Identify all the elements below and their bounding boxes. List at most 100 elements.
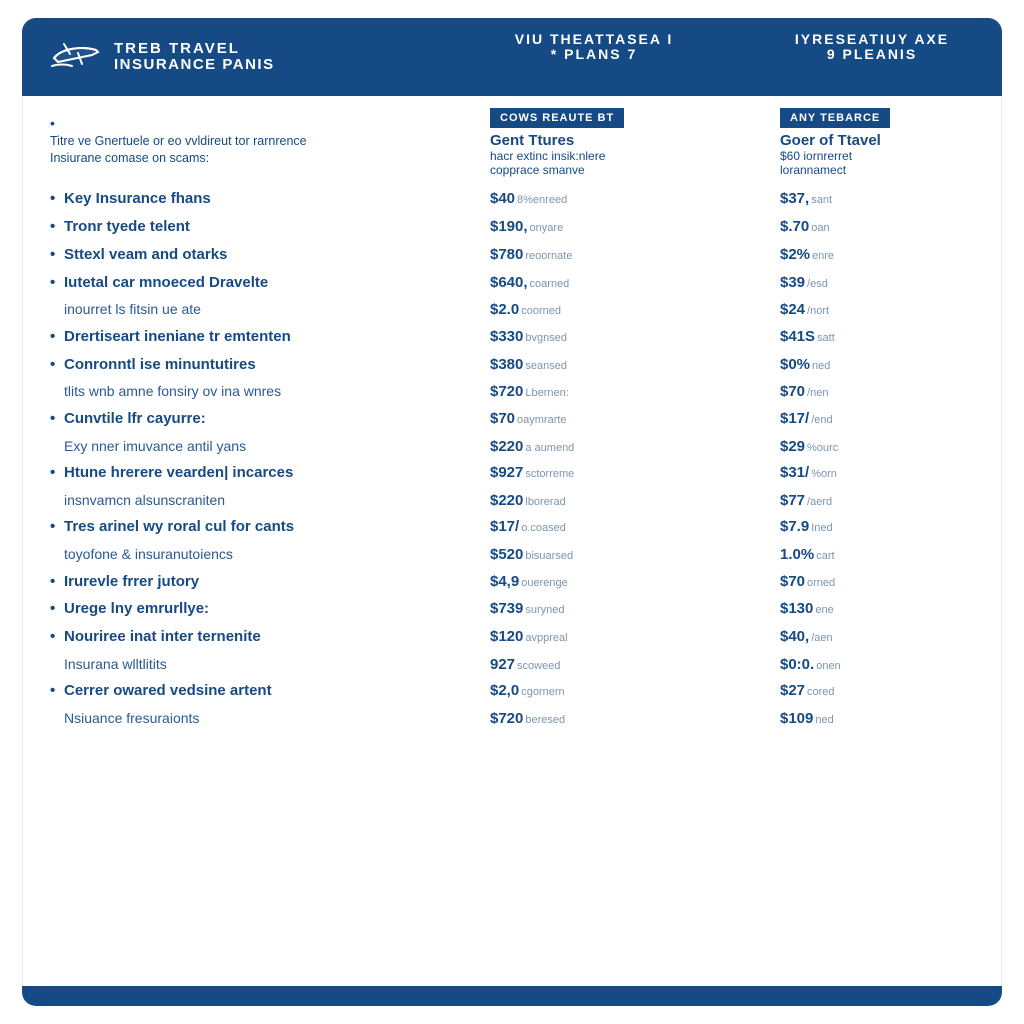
row-label: • Key Insurance fhans: [50, 190, 480, 209]
row-value-plan1: $220a aumend: [480, 438, 740, 455]
row-label: Exy nner imuvance antil yans: [50, 438, 480, 456]
table-row: inourret ls fitsin ue ate$2.0coorned$24/…: [50, 297, 974, 324]
row-value-plan1: $380seansed: [480, 356, 740, 373]
row-value-plan2: $7.9Ined: [740, 518, 974, 535]
table-row: • Conronntl ise minuntutires$380seansed$…: [50, 351, 974, 379]
header-col-mid-l2: * PLANS 7: [494, 47, 694, 62]
row-value-plan1: $220lborerad: [480, 492, 740, 509]
plan-right-title: Goer of Ttavel: [780, 132, 974, 149]
intro-line1: Titre ve Gnertuele or eo vvldireut tor r…: [50, 134, 307, 148]
table-row: • Drertiseart ineniane tr emtenten$330bv…: [50, 323, 974, 351]
row-value-plan1: $4,9ouerenge: [480, 573, 740, 590]
row-label: • Nouriree inat inter ternenite: [50, 628, 480, 647]
row-value-plan2: $2%enre: [740, 246, 974, 263]
content-area: • Titre ve Gnertuele or eo vvldireut tor…: [22, 96, 1002, 732]
header-col-right-l2: 9 PLEANIS: [772, 47, 972, 62]
row-value-plan2: $24/nort: [740, 301, 974, 318]
intro-block: • Titre ve Gnertuele or eo vvldireut tor…: [50, 108, 480, 167]
table-row: Exy nner imuvance antil yans$220a aumend…: [50, 433, 974, 460]
table-row: • Irurevle frrer jutory$4,9ouerenge$70or…: [50, 568, 974, 596]
table-row: • Nouriree inat inter ternenite$120avppr…: [50, 624, 974, 652]
row-value-plan1: $640,coarned: [480, 274, 740, 291]
row-label: • Tronr tyede telent: [50, 218, 480, 237]
row-label: • Iutetal car mnoeced Dravelte: [50, 274, 480, 293]
row-label: • Urege lny emrurllye:: [50, 600, 480, 619]
row-label: toyofone & insuranutoiencs: [50, 546, 480, 564]
row-value-plan2: $41Ssatt: [740, 328, 974, 345]
insurance-comparison-card: TREB TRAVEL INSURANCE PANIS VIU THEATTAS…: [22, 18, 1002, 1006]
plan-mid-badge: COWS REAUTE BT: [490, 108, 624, 128]
row-label: • Irurevle frrer jutory: [50, 573, 480, 592]
row-value-plan1: $2,0cgornern: [480, 682, 740, 699]
row-value-plan1: $190,onyare: [480, 218, 740, 235]
row-value-plan1: $408%enreed: [480, 190, 740, 207]
table-row: • Cerrer owared vedsine artent$2,0cgorne…: [50, 678, 974, 706]
header-title-line1: TREB TRAVEL: [114, 41, 275, 57]
plan-right-badge: ANY TEBARCE: [780, 108, 890, 128]
plan-header-right: ANY TEBARCE Goer of Ttavel $60 iornrerre…: [740, 108, 974, 178]
table-row: tlits wnb amne fonsiry ov ina wnres$720L…: [50, 379, 974, 406]
row-value-plan2: $27cored: [740, 682, 974, 699]
row-value-plan1: 927scoweed: [480, 656, 740, 673]
header-title: TREB TRAVEL INSURANCE PANIS: [114, 41, 275, 73]
plan-headers-row: • Titre ve Gnertuele or eo vvldireut tor…: [50, 108, 974, 178]
row-label: • Htune hrerere vearden| incarces: [50, 464, 480, 483]
plan-mid-sub1: hacr extinc insik:nlere: [490, 149, 740, 163]
table-row: • Iutetal car mnoeced Dravelte$640,coarn…: [50, 269, 974, 297]
table-row: insnvamcn alsunscraniten$220lborerad$77/…: [50, 487, 974, 514]
row-label: • Tres arinel wy roral cul for cants: [50, 518, 480, 537]
row-value-plan1: $720Lbernen:: [480, 383, 740, 400]
header-col-mid-l1: VIU THEATTASEA I: [494, 32, 694, 47]
row-value-plan2: $29%ourc: [740, 438, 974, 455]
table-row: toyofone & insuranutoiencs$520bisuarsed1…: [50, 542, 974, 569]
row-label: • Drertiseart ineniane tr emtenten: [50, 328, 480, 347]
row-value-plan2: $.70oan: [740, 218, 974, 235]
row-label: insnvamcn alsunscraniten: [50, 492, 480, 510]
row-label: • Sttexl veam and otarks: [50, 246, 480, 265]
row-value-plan2: $70/nen: [740, 383, 974, 400]
row-label: tlits wnb amne fonsiry ov ina wnres: [50, 383, 480, 401]
row-value-plan1: $780reoornate: [480, 246, 740, 263]
row-value-plan2: $17//end: [740, 410, 974, 427]
row-value-plan2: $39/esd: [740, 274, 974, 291]
row-label: • Cunvtile lfr cayurre:: [50, 410, 480, 429]
table-row: Nsiuance fresuraionts$720beresed$109ned: [50, 706, 974, 733]
header-col-mid: VIU THEATTASEA I * PLANS 7: [494, 32, 694, 63]
row-label: inourret ls fitsin ue ate: [50, 301, 480, 319]
footer-bar: [22, 986, 1002, 1006]
header-title-line2: INSURANCE PANIS: [114, 57, 275, 73]
row-value-plan2: $70orned: [740, 573, 974, 590]
row-value-plan2: $130ene: [740, 600, 974, 617]
row-value-plan1: $520bisuarsed: [480, 546, 740, 563]
table-row: • Sttexl veam and otarks$780reoornate$2%…: [50, 241, 974, 269]
row-value-plan2: 1.0%cart: [740, 546, 974, 563]
header-bar: TREB TRAVEL INSURANCE PANIS VIU THEATTAS…: [22, 18, 1002, 96]
row-value-plan1: $2.0coorned: [480, 301, 740, 318]
row-value-plan1: $720beresed: [480, 710, 740, 727]
row-value-plan2: $109ned: [740, 710, 974, 727]
row-value-plan1: $927sctorreme: [480, 464, 740, 481]
comparison-rows: • Key Insurance fhans$408%enreed$37,sant…: [50, 186, 974, 732]
row-value-plan1: $17/o.coased: [480, 518, 740, 535]
table-row: • Tres arinel wy roral cul for cants$17/…: [50, 514, 974, 542]
airplane-icon: [48, 34, 102, 81]
row-value-plan2: $40,/aen: [740, 628, 974, 645]
table-row: • Urege lny emrurllye:$739suryned$130ene: [50, 596, 974, 624]
plan-right-sub2: lorannamect: [780, 163, 974, 177]
header-col-right: IYRESEATIUY AXE 9 PLEANIS: [772, 32, 972, 63]
plan-mid-title: Gent Ttures: [490, 132, 740, 149]
intro-line2: Insiurane comase on scams:: [50, 151, 209, 165]
plan-header-mid: COWS REAUTE BT Gent Ttures hacr extinc i…: [480, 108, 740, 178]
plan-mid-sub2: copprace smanve: [490, 163, 740, 177]
row-value-plan1: $70oaymrarte: [480, 410, 740, 427]
row-label: Insurana wlltlitits: [50, 656, 480, 674]
row-value-plan2: $37,sant: [740, 190, 974, 207]
table-row: • Cunvtile lfr cayurre:$70oaymrarte$17//…: [50, 405, 974, 433]
row-label: • Conronntl ise minuntutires: [50, 356, 480, 375]
row-value-plan2: $0%ned: [740, 356, 974, 373]
row-value-plan2: $77/aerd: [740, 492, 974, 509]
table-row: • Htune hrerere vearden| incarces$927sct…: [50, 460, 974, 488]
header-col-right-l1: IYRESEATIUY AXE: [772, 32, 972, 47]
row-value-plan1: $330bvgnsed: [480, 328, 740, 345]
plan-right-sub1: $60 iornrerret: [780, 149, 974, 163]
